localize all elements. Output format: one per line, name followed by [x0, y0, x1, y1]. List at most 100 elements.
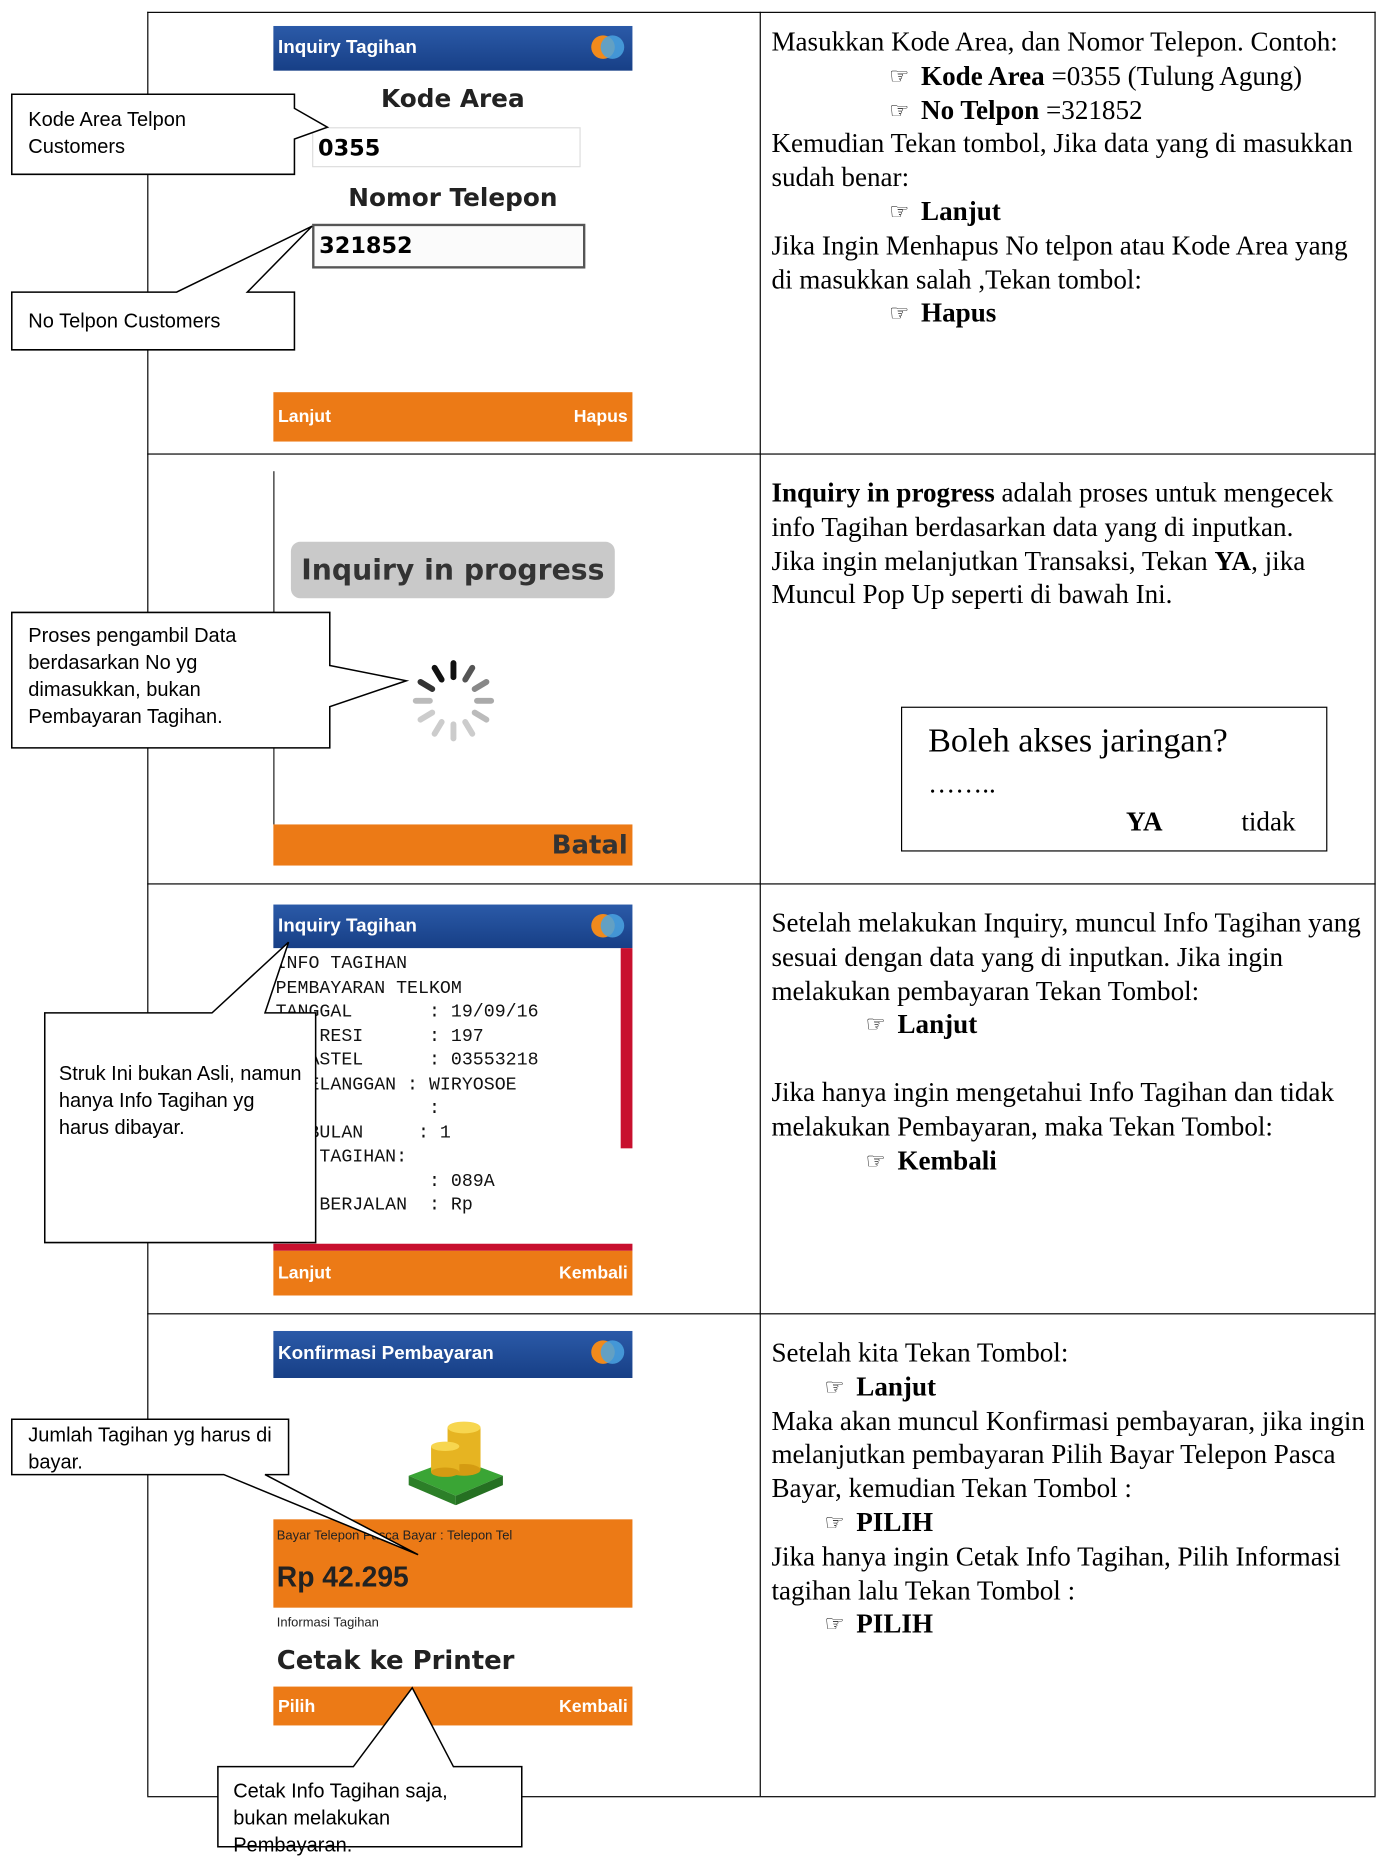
text: Jika ingin melanjutkan Transaksi, Tekan [771, 546, 1215, 576]
field-label: Nomor Telepon [348, 183, 558, 213]
paragraph: Inquiry in progress adalah proses untuk … [771, 477, 1366, 545]
callout-text: Jumlah Tagihan yg harus di bayar. [28, 1423, 272, 1474]
popup-question: Boleh akses jaringan? [928, 721, 1228, 760]
popup-button[interactable]: tidak [1241, 806, 1296, 837]
icon [591, 1340, 625, 1364]
screen-title: Inquiry Tagihan [277, 37, 417, 58]
field-label: Kode Area [381, 84, 525, 114]
soft-key[interactable]: Kembali [559, 1696, 628, 1717]
selected-item[interactable]: Bayar Telepon Pasca Bayar : Telepon Tel … [273, 1519, 633, 1608]
paragraph: Jika ingin melanjutkan Transaksi, Tekan … [771, 545, 1366, 613]
amount: Rp 42.295 [276, 1561, 409, 1594]
phone-screen: Inquiry Tagihan Kode Area 0355 Nomor Tel… [273, 25, 633, 442]
text: Jika hanya ingin Cetak Info Tagihan, Pil… [771, 1541, 1341, 1605]
bullet-item: Lanjut [824, 1371, 1366, 1405]
bullet-item: PILIH [824, 1506, 1366, 1540]
bold-text: Lanjut [897, 1009, 978, 1040]
popup-button[interactable]: YA [1125, 806, 1163, 837]
text: =0355 (Tulung Agung) [1044, 61, 1303, 91]
callout-text: Cetak Info Tagihan saja, bukan melakukan… [233, 1779, 448, 1857]
item-label: Informasi Tagihan [276, 1615, 379, 1631]
paragraph: Kemudian Tekan tombol, Jika data yang di… [771, 128, 1366, 196]
paragraph: Maka akan muncul Konfirmasi pembayaran, … [771, 1405, 1366, 1507]
soft-key[interactable]: Batal [551, 830, 628, 860]
soft-key[interactable]: Kembali [559, 1263, 628, 1284]
bullet-item: Kode Area =0355 (Tulung Agung) [889, 60, 1366, 94]
title-bar: Inquiry Tagihan [273, 904, 633, 949]
paragraph: Jika hanya ingin Cetak Info Tagihan, Pil… [771, 1540, 1366, 1608]
bullet-item: Kembali [866, 1144, 1366, 1178]
scrollbar [620, 948, 633, 1149]
description: Masukkan Kode Area, dan Nomor Telepon. C… [771, 26, 1366, 331]
soft-key-bar: Lanjut Kembali [273, 1250, 633, 1296]
bold-text: No Telpon [921, 94, 1040, 125]
bullet-item: No Telpon =321852 [889, 94, 1366, 128]
callout-text: No Telpon Customers [28, 309, 221, 333]
bold-text: Inquiry in progress [771, 478, 995, 508]
paragraph: Setelah melakukan Inquiry, muncul Info T… [771, 907, 1366, 1009]
bold-text: YA [1214, 546, 1252, 576]
table-border [147, 453, 1376, 455]
text: Jika hanya ingin mengetahui Info Tagihan… [771, 1077, 1335, 1142]
phone-screen: Konfirmasi Pembayaran Bayar Telepon Pasc… [273, 1330, 633, 1726]
popup-dots: …….. [928, 769, 996, 799]
input-field[interactable]: 0355 [312, 127, 581, 168]
text: , jika Muncul Pop Up seperti di bawah In… [771, 546, 1306, 610]
soft-key[interactable]: Lanjut [277, 1263, 331, 1284]
callout-text: Struk Ini bukan Asli, namun hanya Info T… [58, 1062, 302, 1139]
bold-text: Kode Area [921, 61, 1045, 91]
title-bar: Inquiry Tagihan [273, 25, 633, 71]
receipt-line: TANGGAL : 19/09/16 [275, 1001, 539, 1023]
text: Jika Ingin Menhapus No telpon atau Kode … [771, 230, 1348, 294]
paragraph: Setelah kita Tekan Tombol: [771, 1337, 1366, 1371]
text: Maka akan muncul Konfirmasi pembayaran, … [771, 1405, 1365, 1504]
screen-title: Inquiry Tagihan [277, 915, 417, 936]
icon [591, 35, 625, 59]
soft-key[interactable]: Lanjut [277, 406, 331, 427]
callout-text: Kode Area Telpon Customers [28, 108, 186, 158]
soft-key-bar: Lanjut Hapus [273, 392, 633, 442]
table-border [1374, 11, 1376, 1797]
bold-text: PILIH [856, 1609, 934, 1639]
text: adalah proses untuk mengecek info Tagiha… [771, 478, 1334, 542]
spinner [412, 660, 495, 742]
text: Kemudian Tekan tombol, Jika data yang di… [771, 128, 1353, 193]
text: Setelah kita Tekan Tombol: [771, 1337, 1069, 1368]
input-field[interactable]: 321852 [312, 223, 586, 269]
paragraph: Jika hanya ingin mengetahui Info Tagihan… [771, 1076, 1366, 1144]
coins-icon [408, 1421, 503, 1506]
bold-text: PILIH [856, 1507, 934, 1537]
soft-key-bar: Pilih Kembali [273, 1686, 633, 1726]
popup: Boleh akses jaringan? …….. YA tidak [901, 706, 1328, 852]
receipt-line: PEMBAYARAN TELKOM [275, 976, 462, 999]
callout-text: Proses pengambil Data berdasarkan No yg … [28, 624, 237, 728]
paragraph: Masukkan Kode Area, dan Nomor Telepon. C… [771, 26, 1366, 60]
bullet-item: Hapus [889, 297, 1366, 331]
soft-key-bar: Batal [273, 824, 633, 866]
bold-text: Hapus [921, 298, 997, 328]
bold-text: Kembali [897, 1145, 997, 1175]
title-bar: Konfirmasi Pembayaran [273, 1330, 633, 1379]
bullet-item: PILIH [824, 1608, 1366, 1642]
table-border [147, 11, 149, 1797]
soft-key[interactable]: Pilih [277, 1696, 316, 1717]
table-border [147, 883, 1376, 885]
text: Setelah melakukan Inquiry, muncul Info T… [771, 908, 1361, 1006]
receipt-line: INFO TAGIHAN [275, 952, 408, 975]
icon [591, 913, 625, 938]
text: =321852 [1039, 94, 1143, 125]
table-border [759, 11, 761, 1797]
paragraph: Jika Ingin Menhapus No telpon atau Kode … [771, 229, 1366, 297]
menu-item[interactable]: Cetak ke Printer [276, 1646, 515, 1676]
bullet-item: Lanjut [866, 1009, 1366, 1043]
soft-key[interactable]: Hapus [573, 406, 628, 427]
table-border [147, 1313, 1376, 1315]
table-border [147, 11, 1376, 13]
description: Setelah melakukan Inquiry, muncul Info T… [771, 907, 1366, 1178]
screen-title: Konfirmasi Pembayaran [277, 1343, 494, 1364]
bullet-item: Lanjut [889, 195, 1366, 229]
text: Masukkan Kode Area, dan Nomor Telepon. C… [771, 27, 1338, 57]
